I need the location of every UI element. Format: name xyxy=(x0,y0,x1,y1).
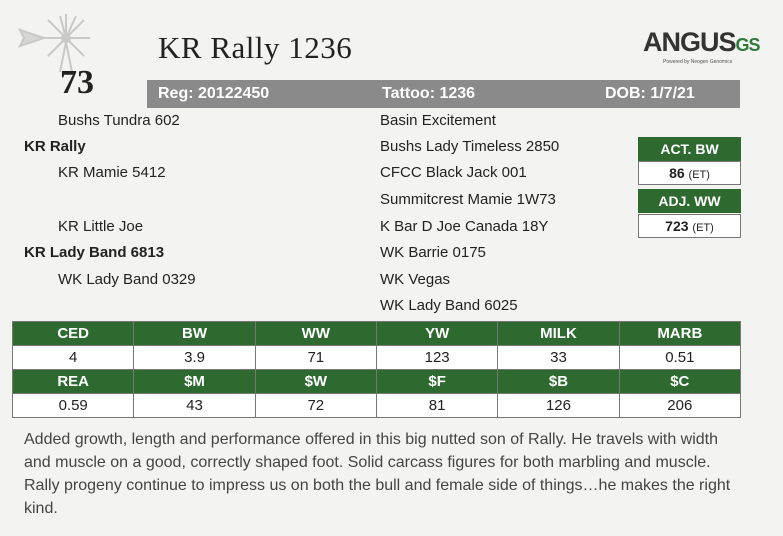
pedigree-g7: WK Vegas xyxy=(380,271,451,288)
epd-header-ced: CED xyxy=(11,321,135,346)
epd-header-milk: MILK xyxy=(497,321,620,346)
epd-value-bw: 3.9 xyxy=(133,345,256,370)
index-value-w: 72 xyxy=(254,393,377,418)
index-header-m: $M xyxy=(133,369,256,394)
epd-table: CED BW WW YW MILK MARB 4 3.9 71 123 33 0… xyxy=(11,321,742,418)
logo-main-text: ANGUS xyxy=(643,27,737,57)
pedigree-g4: Summitcrest Mamie 1W73 xyxy=(380,191,556,208)
epd-value-yw: 123 xyxy=(375,345,499,370)
lot-number: 73 xyxy=(60,64,94,101)
pedigree-dam-sire: KR Little Joe xyxy=(58,218,144,235)
index-header-b: $B xyxy=(497,369,620,394)
info-bar: Reg: 20122450 Tattoo: 1236 DOB: 1/7/21 xyxy=(147,80,740,108)
registration-number: Reg: 20122450 xyxy=(158,85,270,102)
actual-birth-weight-value: 86 (ET) xyxy=(638,161,741,185)
epd-value-marb: 0.51 xyxy=(618,345,742,370)
logo-accent-text: GS xyxy=(735,35,761,55)
pedigree-g2: Bushs Lady Timeless 2850 xyxy=(380,138,560,155)
pedigree-g3: CFCC Black Jack 001 xyxy=(380,164,527,181)
epd-header-rea: REA xyxy=(11,369,135,394)
pedigree-g1: Basin Excitement xyxy=(380,112,496,129)
index-value-m: 43 xyxy=(133,393,256,418)
epd-header-bw: BW xyxy=(133,321,256,346)
pedigree-g5: K Bar D Joe Canada 18Y xyxy=(380,218,549,235)
epd-header-yw: YW xyxy=(375,321,499,346)
index-header-c: $C xyxy=(618,369,742,394)
epd-value-milk: 33 xyxy=(497,345,620,370)
pedigree-dam: KR Lady Band 6813 xyxy=(24,244,165,261)
epd-header-row: CED BW WW YW MILK MARB xyxy=(11,321,742,346)
epd-value-rea: 0.59 xyxy=(11,393,135,418)
angus-gs-logo: ANGUSGS Powered by Neogen Genomics xyxy=(643,27,761,66)
index-value-f: 81 xyxy=(375,393,499,418)
epd-header-marb: MARB xyxy=(618,321,742,346)
pedigree-sire: KR Rally xyxy=(24,138,86,155)
adjusted-weaning-weight-label: ADJ. WW xyxy=(638,189,741,213)
pedigree-sire-dam: KR Mamie 5412 xyxy=(58,164,166,181)
description-paragraph: Added growth, length and performance off… xyxy=(24,431,731,517)
adjusted-weaning-weight-value: 723 (ET) xyxy=(638,214,741,238)
epd-header-ww: WW xyxy=(254,321,377,346)
tattoo: Tattoo: 1236 xyxy=(382,85,476,102)
windmill-logo-icon xyxy=(18,14,90,73)
actual-birth-weight-label: ACT. BW xyxy=(638,137,741,161)
pedigree-dam-dam: WK Lady Band 0329 xyxy=(58,271,196,288)
epd-value-ced: 4 xyxy=(11,345,135,370)
index-header-w: $W xyxy=(254,369,377,394)
pedigree-g6: WK Barrie 0175 xyxy=(380,244,486,261)
index-value-c: 206 xyxy=(618,393,742,418)
date-of-birth: DOB: 1/7/21 xyxy=(605,85,695,102)
index-header-f: $F xyxy=(375,369,499,394)
index-value-row: 0.59 43 72 81 126 206 xyxy=(11,393,742,418)
index-value-b: 126 xyxy=(497,393,620,418)
epd-value-ww: 71 xyxy=(254,345,377,370)
logo-tagline: Powered by Neogen Genomics xyxy=(663,59,733,65)
pedigree-sire-sire: Bushs Tundra 602 xyxy=(58,112,180,129)
pedigree-g8: WK Lady Band 6025 xyxy=(380,297,518,314)
epd-value-row: 4 3.9 71 123 33 0.51 xyxy=(11,345,742,370)
index-header-row: REA $M $W $F $B $C xyxy=(11,369,742,394)
animal-name: KR Rally 1236 xyxy=(158,30,353,65)
